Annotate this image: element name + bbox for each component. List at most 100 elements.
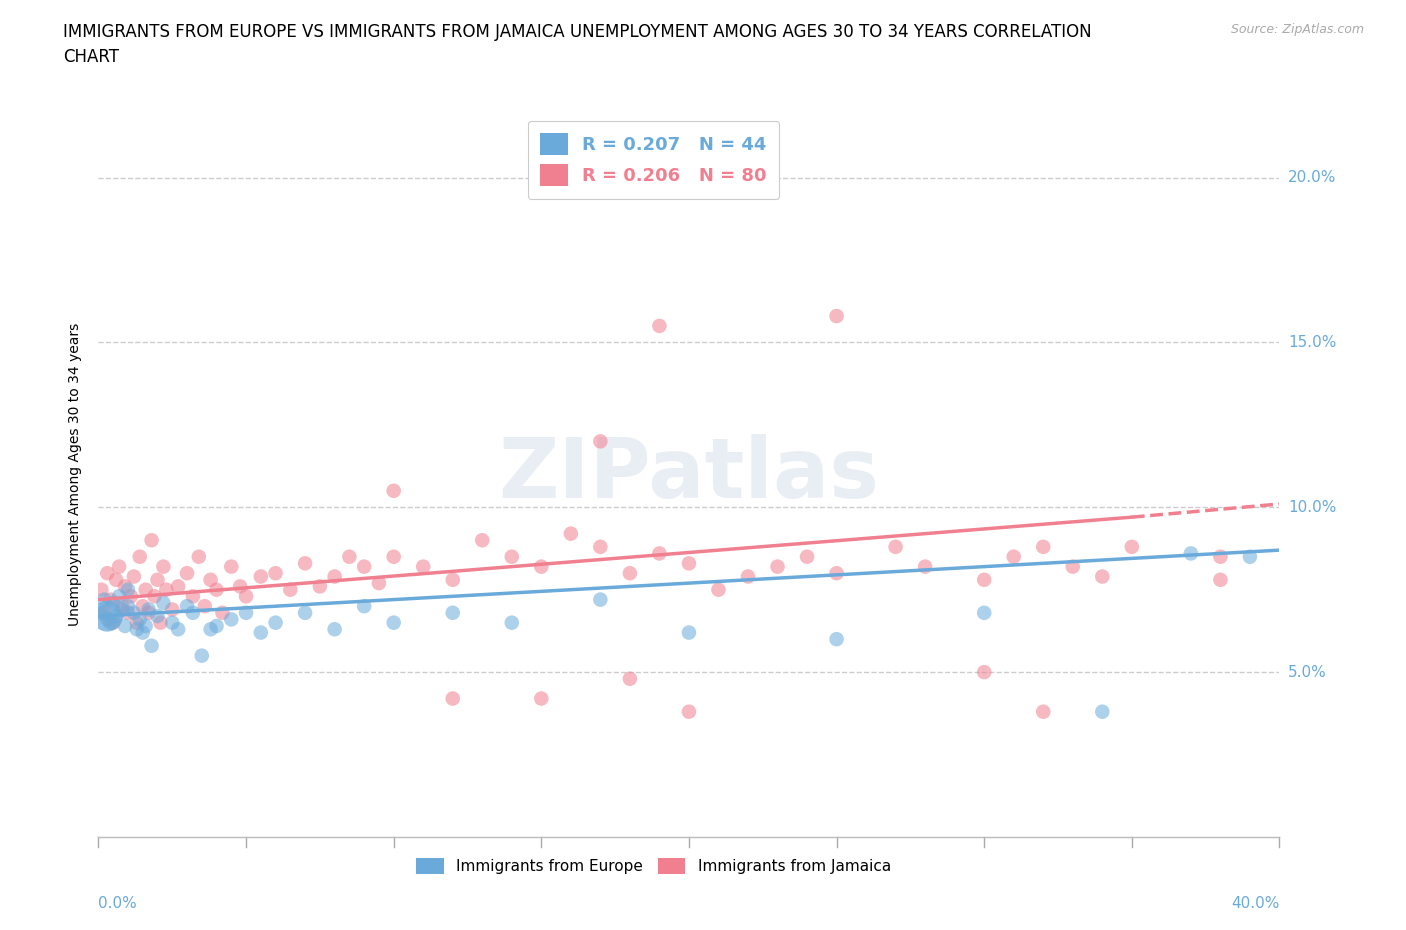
Text: ZIPatlas: ZIPatlas [499, 433, 879, 515]
Point [105, 608, 128, 623]
Point [103, 616, 125, 631]
Point [93, 605, 115, 620]
Point [323, 622, 346, 637]
Point [309, 579, 332, 594]
Point [884, 539, 907, 554]
Point [737, 569, 759, 584]
Point [264, 565, 287, 580]
Point [1091, 704, 1114, 719]
Point [412, 559, 434, 574]
Point [108, 589, 131, 604]
Point [560, 526, 582, 541]
Point [211, 605, 233, 620]
Point [120, 589, 142, 604]
Point [1032, 704, 1054, 719]
Point [441, 572, 464, 587]
Text: 15.0%: 15.0% [1288, 335, 1337, 350]
Point [122, 569, 145, 584]
Point [323, 569, 346, 584]
Point [141, 638, 163, 653]
Point [132, 599, 155, 614]
Point [1180, 546, 1202, 561]
Point [146, 608, 169, 623]
Point [194, 599, 217, 614]
Point [96, 608, 118, 623]
Point [114, 618, 136, 633]
Point [382, 550, 405, 565]
Point [678, 704, 700, 719]
Point [229, 579, 252, 594]
Point [339, 550, 361, 565]
Point [152, 595, 174, 610]
Point [1209, 572, 1232, 587]
Point [122, 605, 145, 620]
Point [353, 559, 375, 574]
Point [264, 616, 287, 631]
Point [530, 559, 553, 574]
Point [155, 582, 177, 597]
Point [441, 605, 464, 620]
Text: 40.0%: 40.0% [1232, 897, 1279, 911]
Point [111, 602, 134, 617]
Point [235, 589, 257, 604]
Point [250, 625, 273, 640]
Point [619, 671, 641, 686]
Point [96, 612, 118, 627]
Point [1002, 550, 1025, 565]
Text: 0.0%: 0.0% [98, 897, 138, 911]
Point [501, 550, 523, 565]
Legend: Immigrants from Europe, Immigrants from Jamaica: Immigrants from Europe, Immigrants from … [411, 852, 897, 880]
Point [200, 572, 222, 587]
Point [796, 550, 818, 565]
Point [132, 625, 155, 640]
Point [105, 572, 128, 587]
Point [678, 625, 700, 640]
Point [187, 550, 209, 565]
Point [1239, 550, 1261, 565]
Point [125, 622, 148, 637]
Point [117, 599, 139, 614]
Point [191, 648, 214, 663]
Text: CHART: CHART [63, 48, 120, 66]
Point [589, 539, 612, 554]
Point [128, 612, 150, 627]
Point [128, 550, 150, 565]
Point [1121, 539, 1143, 554]
Point [766, 559, 789, 574]
Text: 10.0%: 10.0% [1288, 499, 1337, 515]
Point [146, 572, 169, 587]
Point [825, 631, 848, 646]
Text: IMMIGRANTS FROM EUROPE VS IMMIGRANTS FROM JAMAICA UNEMPLOYMENT AMONG AGES 30 TO : IMMIGRANTS FROM EUROPE VS IMMIGRANTS FRO… [63, 23, 1092, 41]
Text: 20.0%: 20.0% [1288, 170, 1337, 185]
Point [135, 618, 157, 633]
Point [111, 599, 134, 614]
Point [353, 599, 375, 614]
Point [108, 559, 131, 574]
Point [167, 579, 190, 594]
Point [149, 616, 172, 631]
Point [114, 579, 136, 594]
Point [589, 592, 612, 607]
Point [825, 565, 848, 580]
Point [181, 589, 204, 604]
Point [294, 605, 316, 620]
Point [117, 605, 139, 620]
Point [471, 533, 494, 548]
Point [589, 434, 612, 449]
Point [205, 618, 228, 633]
Y-axis label: Unemployment Among Ages 30 to 34 years: Unemployment Among Ages 30 to 34 years [69, 323, 83, 626]
Point [1209, 550, 1232, 565]
Point [90, 605, 112, 620]
Point [135, 582, 157, 597]
Point [93, 592, 115, 607]
Point [176, 565, 198, 580]
Point [96, 565, 118, 580]
Point [200, 622, 222, 637]
Point [90, 582, 112, 597]
Point [98, 616, 121, 631]
Point [382, 616, 405, 631]
Point [1091, 569, 1114, 584]
Point [648, 546, 671, 561]
Point [648, 318, 671, 333]
Point [973, 665, 995, 680]
